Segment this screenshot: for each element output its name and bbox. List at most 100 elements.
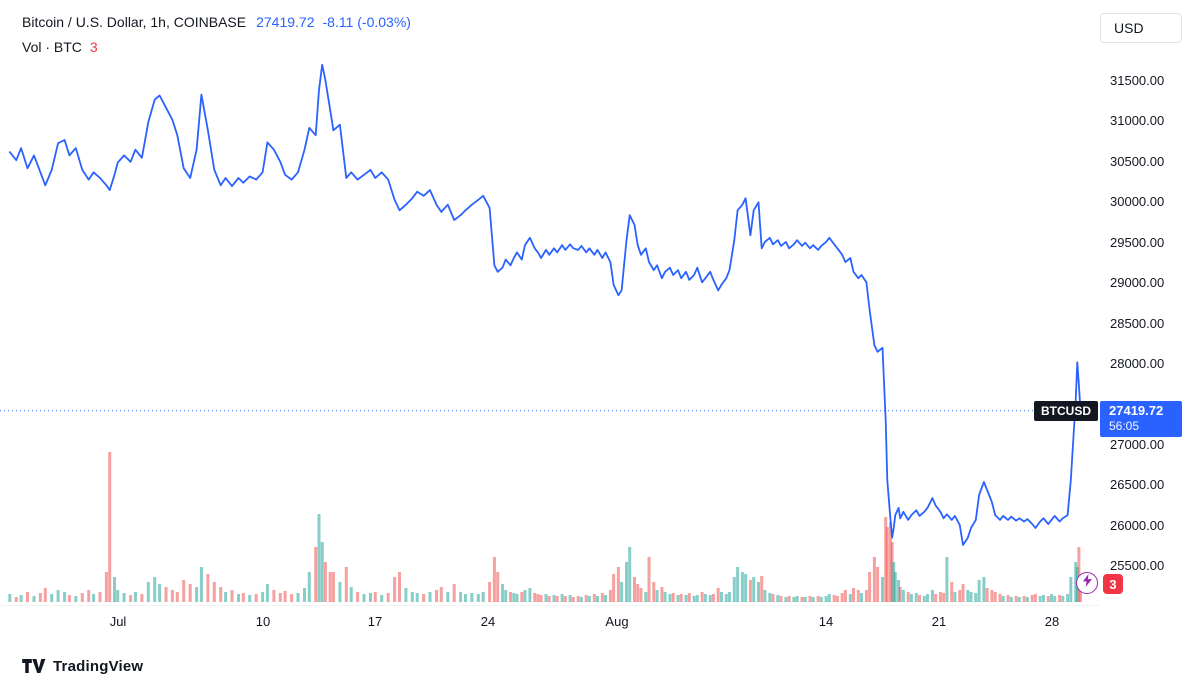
volume-bar xyxy=(254,594,258,602)
time-tick-label: 21 xyxy=(931,614,947,629)
volume-bar xyxy=(206,574,210,602)
volume-bar xyxy=(195,587,199,602)
volume-bar xyxy=(600,593,604,602)
volume-bar xyxy=(296,593,300,602)
time-tick-label: 28 xyxy=(1044,614,1060,629)
volume-bar xyxy=(470,593,474,602)
volume-bar xyxy=(906,592,910,602)
volume-bar xyxy=(655,590,659,602)
volume-bar xyxy=(1025,597,1029,602)
price-change: -8.11 (-0.03%) xyxy=(322,14,411,30)
price-axis[interactable]: 31500.00 31000.00 30500.00 30000.00 29500.00… xyxy=(1100,0,1200,605)
volume-bar xyxy=(985,588,989,602)
time-axis[interactable]: Jul 10 17 24 Aug 14 21 28 xyxy=(0,605,1100,646)
volume-bar xyxy=(736,567,740,602)
volume-bar xyxy=(362,594,366,602)
volume-bar xyxy=(307,572,311,602)
volume-bar xyxy=(504,590,508,602)
volume-bar xyxy=(757,582,760,602)
volume-bar xyxy=(108,452,112,602)
volume-bar xyxy=(219,587,223,602)
volume-bar xyxy=(356,592,360,602)
volume-bar xyxy=(843,590,847,602)
time-tick-label: Jul xyxy=(109,614,127,629)
volume-bar xyxy=(1050,594,1053,602)
volume-bar xyxy=(897,580,901,602)
volume-bar xyxy=(692,596,696,602)
volume-bar xyxy=(344,567,348,602)
volume-bar xyxy=(528,588,532,602)
volume-bar xyxy=(771,594,775,602)
volume-bar xyxy=(92,594,96,602)
price-chart-canvas[interactable] xyxy=(0,0,1200,645)
volume-bar xyxy=(827,594,831,602)
volume-bar xyxy=(993,592,997,602)
volume-bar xyxy=(832,595,836,602)
volume-bar xyxy=(98,592,102,602)
volume-bar xyxy=(732,577,736,602)
volume-bar xyxy=(663,592,667,602)
realtime-data-button[interactable] xyxy=(1076,572,1098,594)
symbol-legend-row: Bitcoin / U.S. Dollar, 1h, COINBASE 2741… xyxy=(22,14,411,30)
currency-toggle-button[interactable]: USD xyxy=(1100,13,1182,43)
volume-bar xyxy=(560,594,564,602)
volume-bar xyxy=(122,593,126,602)
volume-bar xyxy=(881,577,884,602)
volume-bar xyxy=(415,593,419,602)
volume-bar xyxy=(587,596,591,602)
volume-bar xyxy=(320,542,324,602)
volume-bar xyxy=(625,562,628,602)
volume-bar xyxy=(571,597,575,602)
volume-bar xyxy=(19,595,23,602)
volume-bar xyxy=(331,572,335,602)
volume-bar xyxy=(323,562,327,602)
time-tick-label: 14 xyxy=(818,614,834,629)
volume-bar xyxy=(283,591,287,602)
volume-bar xyxy=(679,594,683,602)
footer-bar: TradingView xyxy=(0,645,1200,687)
volume-bar xyxy=(410,592,414,602)
volume-bar xyxy=(248,595,252,602)
volume-bar xyxy=(695,595,699,602)
volume-bar xyxy=(724,594,728,602)
volume-indicator-label[interactable]: Vol · BTC xyxy=(22,39,82,55)
volume-bar xyxy=(1033,594,1037,602)
tradingview-logo[interactable]: TradingView xyxy=(22,658,143,675)
volume-bar xyxy=(140,594,144,602)
volume-bar xyxy=(422,594,426,602)
volume-bar xyxy=(116,590,120,602)
volume-bar xyxy=(175,592,179,602)
volume-bar xyxy=(386,593,390,602)
price-tick-label: 29500.00 xyxy=(1110,235,1165,250)
volume-bar xyxy=(446,592,450,602)
volume-bar xyxy=(848,594,852,602)
volume-bar xyxy=(1038,596,1042,602)
volume-bar xyxy=(584,595,588,602)
volume-bar xyxy=(684,595,688,602)
volume-bar xyxy=(170,590,174,602)
volume-bar xyxy=(113,577,116,602)
volume-bar xyxy=(744,574,748,602)
volume-bar xyxy=(32,596,36,602)
volume-bar xyxy=(892,562,896,602)
volume-bar xyxy=(1042,595,1045,602)
price-line-series xyxy=(8,63,1082,546)
volume-bar xyxy=(660,587,664,602)
volume-bar xyxy=(893,572,897,602)
volume-bar xyxy=(938,592,942,602)
notification-count-badge[interactable]: 3 xyxy=(1103,574,1123,594)
lightning-icon xyxy=(1082,574,1093,592)
volume-bar xyxy=(760,576,764,602)
volume-bar xyxy=(776,595,780,602)
volume-bar xyxy=(515,594,519,602)
volume-bar xyxy=(496,572,500,602)
price-tick-label: 28000.00 xyxy=(1110,356,1165,371)
volume-bar xyxy=(835,596,839,602)
volume-bar xyxy=(188,584,192,602)
time-tick-label: 10 xyxy=(255,614,271,629)
volume-bar xyxy=(840,593,844,602)
volume-bar xyxy=(199,567,203,602)
volume-bar xyxy=(492,557,496,602)
symbol-title[interactable]: Bitcoin / U.S. Dollar, 1h, COINBASE xyxy=(22,14,247,30)
volume-bars xyxy=(8,452,1082,602)
